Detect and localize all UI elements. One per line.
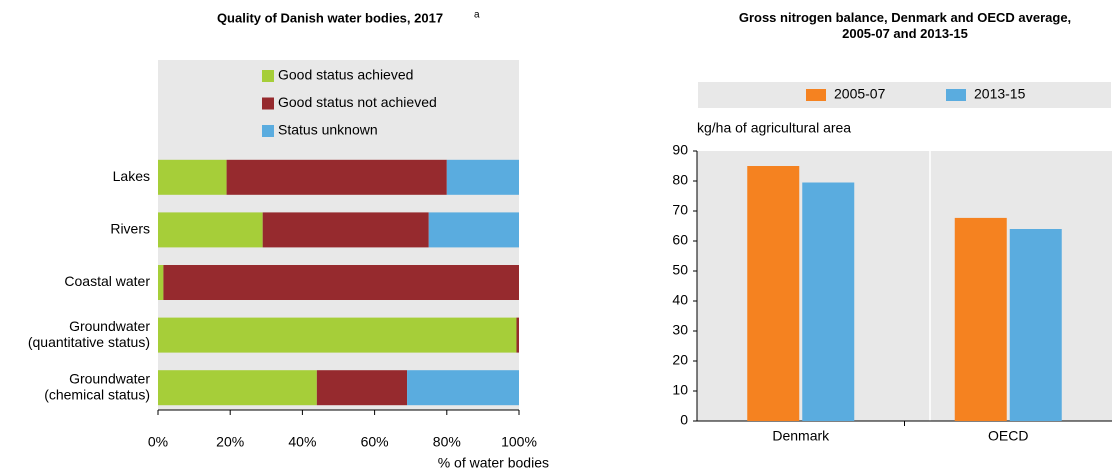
- x-axis-label: % of water bodies: [438, 455, 549, 471]
- y-tick-label: Lakes: [113, 168, 150, 184]
- x-tick-label: 60%: [361, 434, 389, 450]
- legend-swatch: [262, 97, 274, 110]
- y-tick-label: Groundwater (chemical status): [44, 370, 150, 402]
- y-tick-label: 40: [672, 292, 688, 308]
- x-tick-label: 100%: [501, 434, 537, 450]
- bar: [1009, 229, 1062, 421]
- bar-segment: [158, 317, 517, 353]
- bar-segment: [158, 212, 263, 248]
- legend-label: 2013-15: [974, 86, 1026, 102]
- legend-swatch: [262, 125, 274, 137]
- bar: [802, 182, 855, 421]
- bar-segment: [158, 159, 227, 195]
- y-tick-label: 30: [672, 322, 688, 338]
- bar-segment: [407, 370, 519, 406]
- y-tick-label: 70: [672, 202, 688, 218]
- legend-swatch: [946, 89, 966, 101]
- bar: [747, 166, 800, 421]
- title-superscript: a: [474, 10, 480, 21]
- legend-box: [158, 60, 519, 150]
- y-tick-label: 80: [672, 172, 688, 188]
- y-tick-label: 50: [672, 262, 688, 278]
- legend-label: Good status not achieved: [278, 94, 437, 110]
- y-tick-label: Coastal water: [64, 273, 150, 289]
- y-tick-label: 10: [672, 382, 688, 398]
- x-tick-label: 40%: [288, 434, 316, 450]
- x-tick-label: OECD: [988, 428, 1028, 444]
- chart-title: Quality of Danish water bodies, 2017: [217, 10, 443, 25]
- bar-segment: [163, 265, 520, 300]
- y-axis-label: kg/ha of agricultural area: [697, 120, 851, 136]
- x-tick-label: 80%: [433, 434, 461, 450]
- bar-segment: [446, 159, 519, 195]
- legend-swatch: [806, 89, 826, 101]
- legend-label: 2005-07: [834, 86, 886, 102]
- y-tick-label: Groundwater (quantitative status): [28, 318, 151, 350]
- x-tick-label: 0%: [148, 434, 168, 450]
- y-tick-label: 0: [680, 412, 688, 428]
- bar-segment: [516, 317, 519, 353]
- legend-swatch: [262, 70, 274, 82]
- bar: [954, 217, 1007, 421]
- bar-segment: [428, 212, 519, 248]
- y-tick-label: 60: [672, 232, 688, 248]
- bar-segment: [262, 212, 429, 248]
- bar-segment: [226, 159, 447, 195]
- bar-segment: [316, 370, 408, 406]
- x-tick-label: 20%: [216, 434, 244, 450]
- legend-label: Good status achieved: [278, 67, 413, 83]
- chart-title: Gross nitrogen balance, Denmark and OECD…: [739, 10, 1071, 41]
- y-tick-label: 20: [672, 352, 688, 368]
- legend-label: Status unknown: [278, 122, 378, 138]
- y-tick-label: Rivers: [110, 221, 150, 237]
- x-tick-label: Denmark: [772, 428, 830, 444]
- bar-segment: [158, 370, 317, 406]
- bar-segment: [158, 265, 164, 300]
- legend-box: [698, 82, 1111, 108]
- y-tick-label: 90: [672, 142, 688, 158]
